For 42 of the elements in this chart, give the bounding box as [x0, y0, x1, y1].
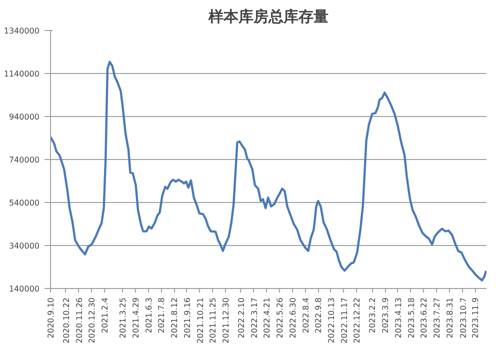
- y-tick-label: 140000: [8, 284, 40, 294]
- x-tick-label: 2023.7.27: [432, 297, 442, 338]
- x-tick-label: 2021.12.30: [221, 297, 230, 344]
- x-tick-label: 2020.11.26: [74, 297, 84, 344]
- y-tick-label: 1340000: [4, 26, 40, 36]
- x-tick-label: 2021.8.12: [170, 297, 180, 338]
- x-tick-label: 2021.9.16: [182, 297, 192, 338]
- x-tick-label: 2022.6.30: [288, 297, 298, 338]
- x-tick-label: 2022.4.21: [262, 297, 272, 338]
- y-tick-label: 1140000: [4, 70, 40, 78]
- x-tick-label: 2023.6.22: [420, 297, 429, 338]
- x-tick-label: 2022.10.13: [326, 297, 336, 344]
- x-tick-label: 2023.2.2: [368, 298, 378, 334]
- line-series: [50, 60, 486, 282]
- x-tick-label: 2021.7.8: [157, 298, 166, 334]
- x-tick-label: 2022.5.26: [276, 297, 285, 338]
- x-tick-label: 2022.8.4: [301, 298, 310, 334]
- x-tick-label: 2020.12.30: [87, 297, 96, 344]
- y-tick-label: 940000: [8, 112, 40, 122]
- x-tick-label: 2020.10.22: [62, 297, 71, 344]
- y-tick-label: 540000: [8, 198, 40, 208]
- x-tick-label: 2022.2.10: [236, 297, 246, 338]
- x-tick-label: 2022.9.8: [314, 298, 324, 334]
- x-tick-label: 2023.3.9: [381, 298, 390, 334]
- x-tick-label: 2021.10.21: [196, 297, 205, 344]
- y-tick-label: 340000: [8, 242, 40, 250]
- x-tick-label: 2023.11.9: [471, 297, 480, 338]
- x-tick-label: 2023.5.18: [406, 297, 416, 338]
- x-tick-label: 2023.10.7: [458, 297, 468, 338]
- x-tick-label: 2021.4.29: [131, 297, 140, 338]
- x-tick-label: 2021.2.4: [100, 298, 110, 334]
- chart-title: 样本库房总库存量: [208, 8, 328, 26]
- x-tick-label: 2021.3.25: [118, 297, 128, 338]
- x-tick-label: 2022.3.17: [250, 297, 259, 338]
- x-tick-label: 2023.4.13: [394, 297, 403, 338]
- x-tick-label: 2023.8.31: [445, 297, 454, 338]
- x-tick-label: 2022.12.22: [352, 297, 362, 344]
- x-tick-label: 2022.11.17: [340, 297, 349, 344]
- x-tick-label: 2021.11.25: [208, 297, 218, 344]
- x-tick-label: 2020.9.10: [46, 297, 56, 338]
- x-tick-label: 2021.6.3: [144, 298, 154, 334]
- y-tick-label: 740000: [8, 156, 40, 164]
